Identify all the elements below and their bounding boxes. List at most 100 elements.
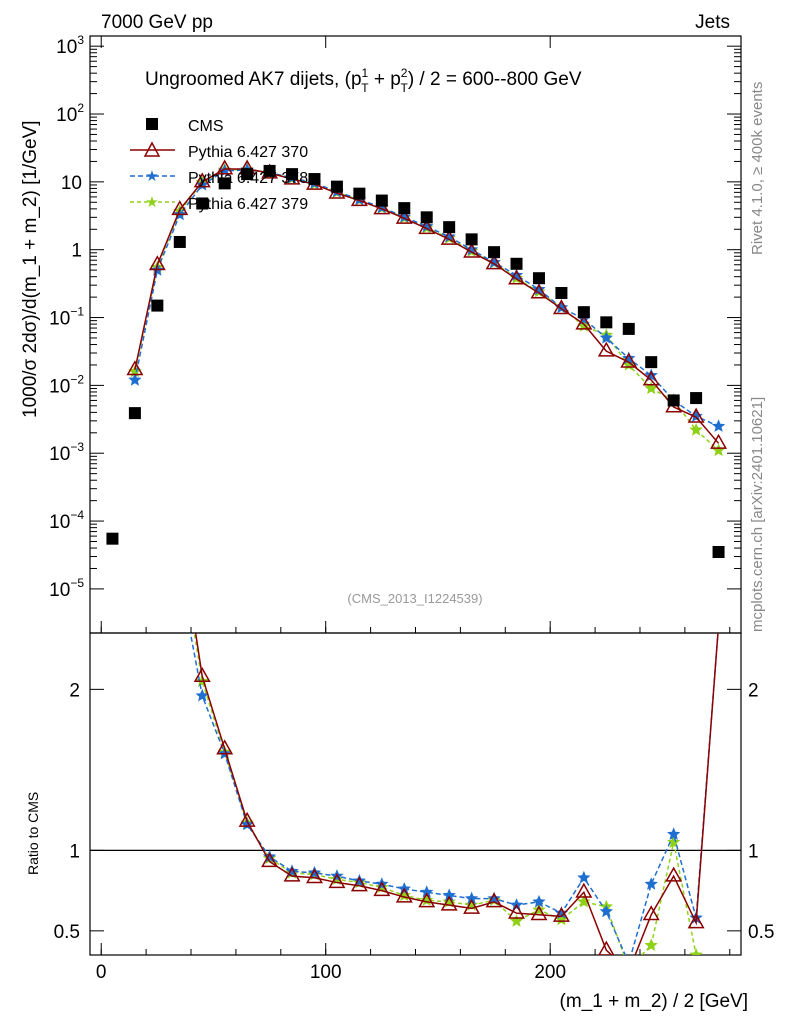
marker-ratio-370 [622, 963, 636, 976]
y-tick-label-bottom: 0.5 [54, 922, 80, 943]
x-axis-label: (m_1 + m_2) / 2 [GeV] [560, 991, 749, 1012]
marker-top-370 [148, 255, 166, 271]
marker-ratio-378 [420, 885, 434, 898]
analysis-id: (CMS_2013_I1224539) [347, 591, 482, 606]
marker-top-378 [465, 242, 479, 256]
legend-379-marker: ★ [145, 194, 158, 211]
marker-ratio-370 [395, 887, 413, 903]
legend-379-label: Pythia 6.427 379 [188, 196, 308, 213]
legend-378-marker: ★ [145, 168, 158, 185]
marker-cms [196, 197, 209, 210]
marker-top-370 [597, 341, 615, 357]
marker-ratio-379 [509, 914, 524, 927]
marker-top-370 [440, 229, 458, 245]
marker-top-370 [710, 433, 728, 449]
marker-cms [173, 235, 186, 248]
marker-ratio-379 [577, 894, 591, 908]
marker-ratio-379 [712, 956, 725, 969]
marker-cms [151, 299, 164, 312]
y-tick-label-bottom-right: 2 [748, 680, 759, 701]
y-tick-label-top: 10 [61, 173, 82, 194]
rivet-label: Rivet 4.1.0, ≥ 400k events [749, 82, 766, 255]
series-line-ratio-379 [193, 633, 699, 955]
y-tick-label-top: 103 [56, 33, 84, 58]
chart-title: Ungroomed AK7 dijets, (p1 T + p2 T) / 2 = … [145, 66, 582, 95]
header-left: 7000 GeV pp [101, 12, 213, 33]
marker-top-370 [508, 269, 525, 285]
header-right: Jets [695, 12, 730, 33]
y-axis-label-bottom: Ratio to CMS [25, 792, 41, 875]
marker-cms [712, 545, 725, 558]
marker-cms [398, 202, 411, 215]
legend-378-label: Pythia 6.427 378 [188, 170, 308, 187]
x-tick-label: 100 [310, 962, 342, 983]
legend-370-label: Pythia 6.427 370 [188, 144, 308, 161]
data-marks-bottom [173, 538, 725, 976]
mcplots-label: mcplots.cern.ch [arXiv:2401.10621] [749, 397, 766, 632]
marker-cms [488, 246, 501, 259]
marker-ratio-370 [552, 906, 570, 922]
marker-top-370 [126, 360, 144, 376]
marker-ratio-370 [238, 811, 256, 827]
marker-ratio-379 [644, 938, 658, 951]
marker-top-378 [689, 409, 703, 422]
marker-cms [286, 168, 299, 181]
marker-ratio-370 [283, 866, 301, 882]
marker-cms [308, 173, 321, 186]
marker-top-378 [599, 331, 613, 344]
marker-top-378 [487, 255, 501, 269]
marker-top-370 [552, 299, 570, 315]
ratio-panel-frame [89, 632, 742, 956]
marker-ratio-370 [350, 876, 368, 892]
marker-ratio-378 [599, 904, 613, 918]
legend-cms-label: CMS [188, 118, 224, 135]
marker-top-370 [575, 314, 593, 330]
y-tick-label-top: 102 [56, 101, 84, 126]
marker-cms [555, 286, 568, 299]
marker-cms [106, 532, 119, 545]
marker-ratio-379 [622, 961, 635, 974]
marker-ratio-370 [687, 913, 705, 929]
marker-ratio-370 [328, 873, 346, 889]
marker-cms [577, 306, 590, 319]
marker-top-378 [128, 373, 142, 386]
marker-cms [667, 394, 680, 407]
y-tick-label-top: 10−5 [49, 576, 84, 601]
marker-ratio-378 [712, 618, 725, 631]
series-line-ratio-370 [194, 633, 719, 955]
marker-top-370 [463, 242, 481, 258]
marker-top-379 [644, 381, 658, 395]
marker-ratio-370 [711, 617, 725, 630]
marker-ratio-379 [689, 948, 703, 955]
y-axis-label-top: 1000/σ 2dσ)/d(m_1 + m_2) [1/GeV] [20, 120, 41, 418]
marker-top-379 [689, 423, 703, 436]
marker-ratio-370 [575, 882, 593, 898]
marker-ratio-370 [440, 895, 458, 911]
marker-top-370 [418, 219, 436, 235]
marker-ratio-379 [173, 538, 186, 551]
marker-top-370 [687, 407, 705, 423]
marker-ratio-370 [530, 905, 548, 921]
marker-ratio-378 [465, 891, 479, 905]
marker-cms [622, 322, 635, 335]
y-tick-label-bottom: 2 [69, 680, 80, 701]
marker-top-378 [554, 300, 569, 314]
marker-ratio-378 [195, 688, 209, 702]
x-tick-label: 200 [534, 962, 566, 983]
marker-top-370 [171, 200, 189, 216]
marker-top-378 [442, 229, 456, 243]
marker-ratio-370 [508, 903, 525, 919]
marker-ratio-378 [622, 956, 635, 969]
marker-cms [330, 180, 343, 193]
marker-ratio-370 [665, 866, 683, 882]
series-line-ratio-378 [189, 633, 719, 955]
legend-cms-marker [146, 118, 158, 130]
marker-cms [420, 211, 433, 224]
marker-cms [465, 233, 478, 246]
marker-cms [128, 407, 141, 420]
marker-top-378 [195, 178, 209, 191]
y-tick-label-top: 10−1 [49, 305, 84, 330]
legend-370-marker [143, 141, 161, 157]
